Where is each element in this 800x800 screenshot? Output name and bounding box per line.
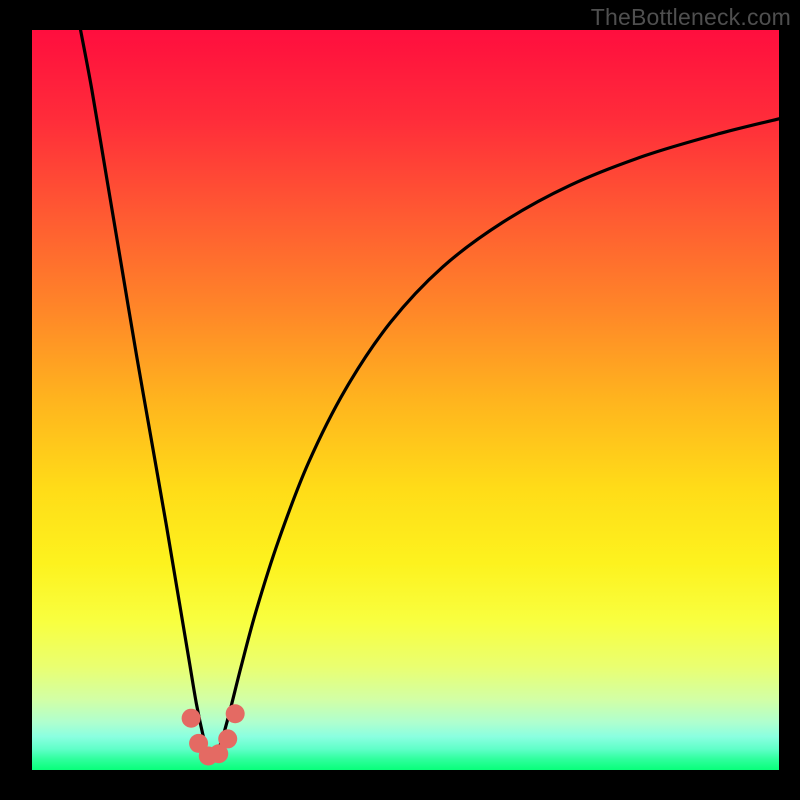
marker-dot (218, 729, 237, 748)
plot-area (32, 30, 779, 770)
curve-layer (32, 30, 779, 770)
watermark-label: TheBottleneck.com (591, 4, 791, 31)
chart-frame: TheBottleneck.com (0, 0, 800, 800)
marker-dot (182, 709, 201, 728)
marker-dot (226, 704, 245, 723)
